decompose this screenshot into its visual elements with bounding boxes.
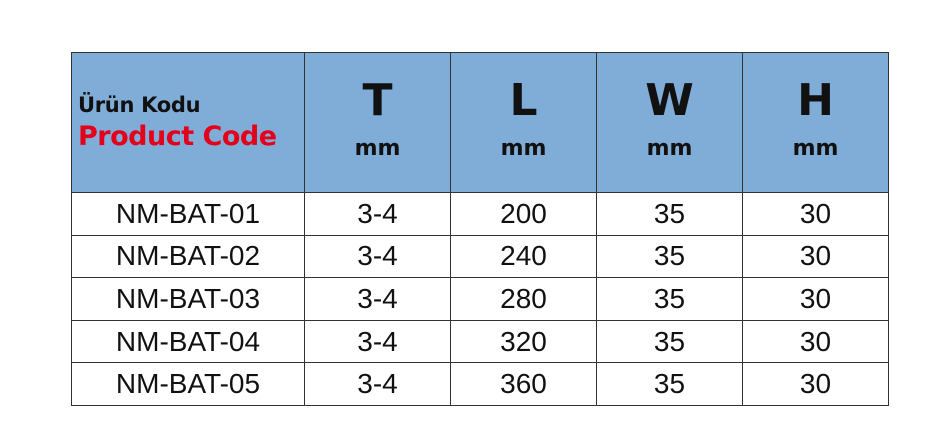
cell-t: 3-4 [304, 362, 451, 406]
cell-t: 3-4 [304, 234, 451, 279]
unit-label: mm [500, 136, 547, 161]
cell-l: 280 [450, 277, 597, 321]
product-code-label-tr: Ürün Kodu [78, 93, 201, 117]
cell-h: 30 [742, 277, 889, 321]
cell-product-code: NM-BAT-02 [71, 234, 305, 279]
dim-label: T [362, 75, 393, 126]
unit-label: mm [792, 136, 839, 161]
cell-h: 30 [742, 234, 889, 279]
cell-l: 200 [450, 192, 597, 236]
cell-l: 320 [450, 319, 597, 364]
table-row: NM-BAT-03 3-4 280 35 30 [71, 277, 889, 321]
dim-label: L [509, 75, 538, 126]
cell-w: 35 [596, 362, 743, 406]
table-row: NM-BAT-02 3-4 240 35 30 [71, 234, 889, 279]
cell-product-code: NM-BAT-05 [71, 362, 305, 406]
cell-t: 3-4 [304, 192, 451, 236]
cell-l: 360 [450, 362, 597, 406]
table-row: NM-BAT-01 3-4 200 35 30 [71, 192, 889, 236]
cell-w: 35 [596, 319, 743, 364]
cell-w: 35 [596, 192, 743, 236]
table-row: NM-BAT-04 3-4 320 35 30 [71, 319, 889, 364]
table-row: NM-BAT-05 3-4 360 35 30 [71, 362, 889, 406]
unit-label: mm [646, 136, 693, 161]
cell-h: 30 [742, 192, 889, 236]
cell-product-code: NM-BAT-04 [71, 319, 305, 364]
dim-label: H [797, 75, 834, 126]
unit-label: mm [354, 136, 401, 161]
cell-product-code: NM-BAT-03 [71, 277, 305, 321]
product-code-label-en: Product Code [78, 121, 277, 152]
cell-w: 35 [596, 277, 743, 321]
cell-l: 240 [450, 234, 597, 279]
cell-t: 3-4 [304, 319, 451, 364]
product-code-header: Ürün Kodu Product Code [71, 52, 305, 193]
cell-w: 35 [596, 234, 743, 279]
cell-h: 30 [742, 319, 889, 364]
cell-product-code: NM-BAT-01 [71, 192, 305, 236]
cell-t: 3-4 [304, 277, 451, 321]
cell-h: 30 [742, 362, 889, 406]
dim-label: W [645, 75, 694, 126]
